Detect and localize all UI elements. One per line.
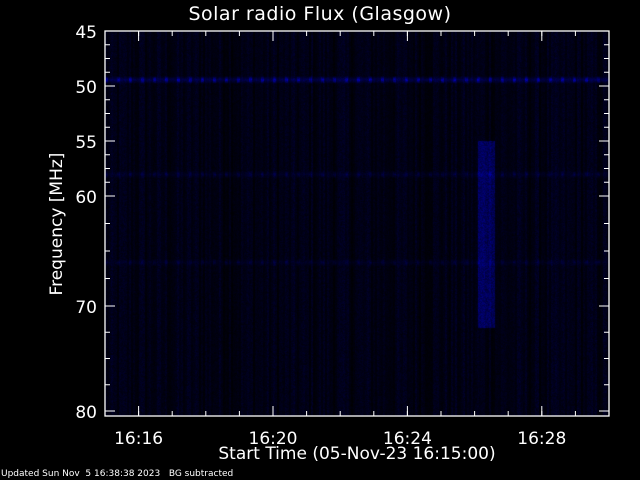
footer-status: Updated Sun Nov 5 16:38:38 2023 BG subtr… [1, 469, 233, 479]
x-tick-label: 16:28 [517, 429, 566, 449]
y-axis-label: Frequency [MHz] [47, 152, 67, 296]
y-tick-label: 60 [75, 188, 97, 208]
y-tick-label: 55 [75, 133, 97, 153]
y-tick-label: 50 [75, 78, 97, 98]
spectrogram-heatmap [105, 31, 609, 416]
x-tick-label: 16:24 [383, 429, 432, 449]
x-axis-label: Start Time (05-Nov-23 16:15:00) [218, 444, 496, 464]
y-tick-label: 45 [75, 23, 97, 43]
plot-frame [104, 30, 610, 417]
bg-subtracted-note: BG subtracted [168, 469, 234, 479]
chart-title: Solar radio Flux (Glasgow) [188, 3, 452, 25]
y-tick-label: 70 [75, 298, 97, 318]
y-tick-label: 80 [75, 403, 97, 423]
x-tick-label: 16:16 [114, 429, 163, 449]
updated-timestamp: Updated Sun Nov 5 16:38:38 2023 [1, 469, 161, 479]
x-tick-label: 16:20 [249, 429, 298, 449]
